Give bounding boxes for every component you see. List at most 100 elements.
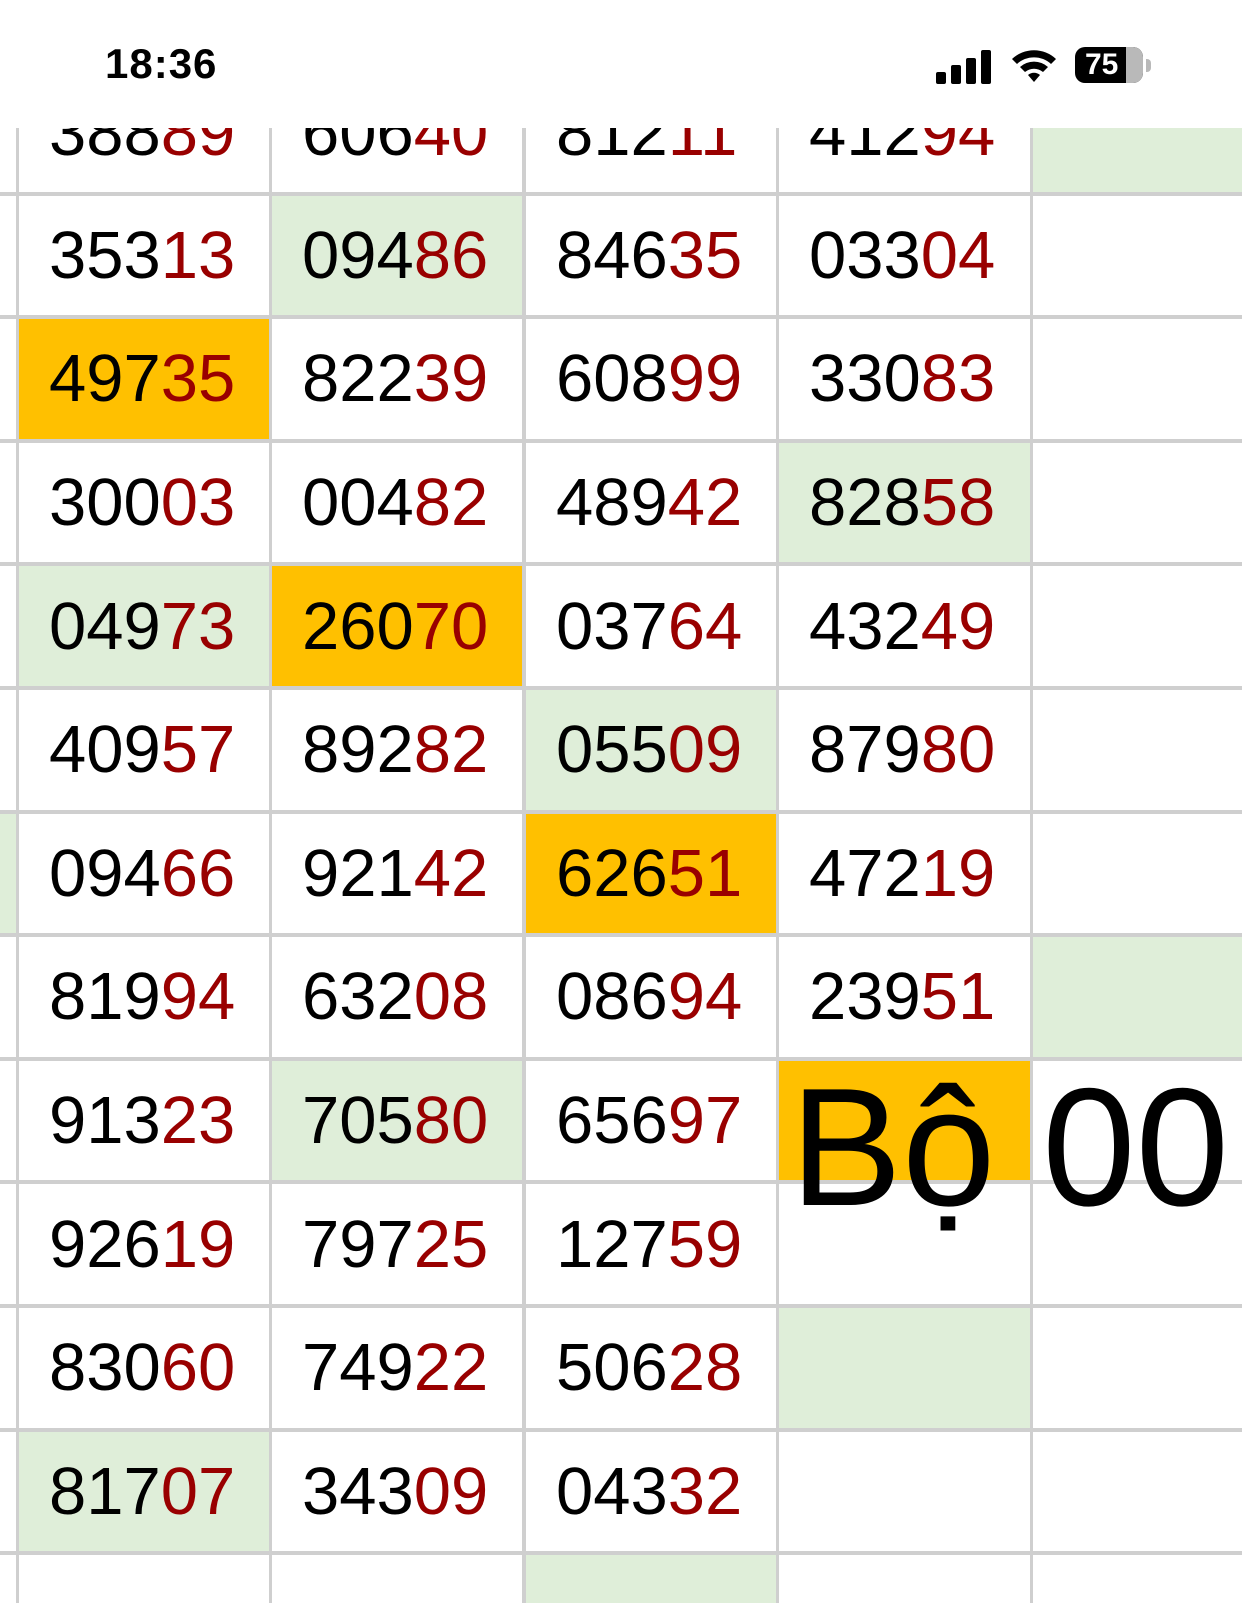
table-cell[interactable]: 846 35 [526, 195, 776, 316]
table-cell[interactable] [272, 1555, 522, 1603]
row-edge-cell[interactable] [0, 690, 16, 810]
cell-prefix-digits: 127 [556, 1206, 668, 1282]
cell-prefix-digits: 049 [49, 588, 161, 664]
table-cell[interactable] [1033, 1184, 1242, 1304]
cell-last-two-digits: 11 [667, 128, 738, 170]
table-cell[interactable]: 608 99 [526, 319, 776, 439]
table-cell[interactable] [779, 1308, 1030, 1428]
row-edge-cell[interactable] [0, 1431, 16, 1552]
row-edge-cell[interactable] [0, 813, 16, 934]
table-cell[interactable] [1033, 1555, 1242, 1603]
table-cell[interactable]: 926 19 [19, 1184, 269, 1304]
cell-prefix-digits: 086 [556, 959, 668, 1035]
table-cell[interactable]: 879 80 [779, 690, 1030, 810]
table-cell[interactable]: 343 09 [272, 1431, 522, 1552]
row-edge-cell[interactable] [0, 442, 16, 563]
table-cell[interactable]: 817 07 [19, 1431, 269, 1552]
row-edge-cell[interactable] [0, 1184, 16, 1304]
table-cell[interactable]: 049 73 [19, 566, 269, 686]
table-cell[interactable]: 892 82 [272, 690, 522, 810]
cell-last-two-digits: 60 [160, 1330, 236, 1406]
table-cell[interactable]: 094 66 [19, 813, 269, 934]
cell-prefix-digits: 817 [49, 1453, 161, 1529]
table-cell[interactable]: 497 35 [19, 319, 269, 439]
row-edge-cell[interactable] [0, 195, 16, 316]
table-cell[interactable] [779, 1060, 1030, 1181]
cell-last-two-digits: 28 [667, 1330, 743, 1406]
table-cell[interactable]: 921 42 [272, 813, 522, 934]
table-cell[interactable]: 353 13 [19, 195, 269, 316]
table-cell[interactable]: 388 89 [19, 128, 269, 192]
cell-last-two-digits: 51 [920, 959, 996, 1035]
table-cell[interactable]: 822 39 [272, 319, 522, 439]
table-cell[interactable]: 606 40 [272, 128, 522, 192]
table-cell[interactable]: 828 58 [779, 442, 1030, 563]
table-cell[interactable]: 506 28 [526, 1308, 776, 1428]
table-cell[interactable]: 037 64 [526, 566, 776, 686]
table-cell[interactable] [1033, 128, 1242, 192]
table-cell[interactable]: 626 51 [526, 813, 776, 934]
table-cell[interactable]: 749 22 [272, 1308, 522, 1428]
cell-last-two-digits: 19 [920, 835, 996, 911]
table-cell[interactable] [779, 1184, 1030, 1304]
cell-last-two-digits: 58 [920, 465, 996, 541]
table-cell[interactable] [1033, 1431, 1242, 1552]
table-cell[interactable]: 409 57 [19, 690, 269, 810]
table-cell[interactable] [1033, 1060, 1242, 1181]
row-edge-cell[interactable] [0, 937, 16, 1057]
table-cell[interactable] [779, 1555, 1030, 1603]
cell-last-two-digits: 09 [667, 712, 743, 788]
row-edge-cell[interactable] [0, 1308, 16, 1428]
table-cell[interactable] [1033, 566, 1242, 686]
table-cell[interactable] [779, 1431, 1030, 1552]
table-cell[interactable]: 094 86 [272, 195, 522, 316]
cell-last-two-digits: 89 [160, 128, 236, 170]
table-cell[interactable]: 260 70 [272, 566, 522, 686]
spreadsheet-grid[interactable]: 388 89 606 40 812 11 412 94 353 13 094 86 846 35 033 04… [0, 128, 1242, 1603]
table-cell[interactable]: 239 51 [779, 937, 1030, 1057]
table-cell[interactable]: 632 08 [272, 937, 522, 1057]
table-cell[interactable]: 004 82 [272, 442, 522, 563]
table-cell[interactable]: 472 19 [779, 813, 1030, 934]
cell-last-two-digits: 83 [920, 341, 996, 417]
table-cell[interactable] [1033, 319, 1242, 439]
table-cell[interactable]: 797 25 [272, 1184, 522, 1304]
table-cell[interactable]: 043 32 [526, 1431, 776, 1552]
row-edge-cell[interactable] [0, 1060, 16, 1181]
row-edge-cell[interactable] [0, 128, 16, 192]
table-cell[interactable]: 812 11 [526, 128, 776, 192]
table-cell[interactable] [1033, 690, 1242, 810]
table-cell[interactable]: 086 94 [526, 937, 776, 1057]
table-cell[interactable]: 489 42 [526, 442, 776, 563]
table-cell[interactable] [1033, 442, 1242, 563]
row-edge-cell[interactable] [0, 566, 16, 686]
table-cell[interactable]: 913 23 [19, 1060, 269, 1181]
cell-prefix-digits: 828 [809, 465, 921, 541]
table-cell[interactable]: 432 49 [779, 566, 1030, 686]
table-cell[interactable]: 656 97 [526, 1060, 776, 1181]
table-cell[interactable] [1033, 813, 1242, 934]
table-cell[interactable]: 055 09 [526, 690, 776, 810]
row-edge-cell[interactable] [0, 1555, 16, 1603]
row-edge-cell[interactable] [0, 319, 16, 439]
cell-last-two-digits: 80 [920, 712, 996, 788]
cell-last-two-digits: 57 [160, 712, 236, 788]
table-cell[interactable]: 300 03 [19, 442, 269, 563]
table-cell[interactable] [526, 1555, 776, 1603]
table-cell[interactable] [1033, 195, 1242, 316]
cell-prefix-digits: 797 [302, 1206, 414, 1282]
table-cell[interactable] [1033, 937, 1242, 1057]
table-cell[interactable]: 705 80 [272, 1060, 522, 1181]
table-cell[interactable]: 819 94 [19, 937, 269, 1057]
cell-prefix-digits: 749 [302, 1330, 414, 1406]
cell-prefix-digits: 705 [302, 1083, 414, 1159]
table-cell[interactable] [19, 1555, 269, 1603]
table-cell[interactable]: 033 04 [779, 195, 1030, 316]
table-cell[interactable]: 830 60 [19, 1308, 269, 1428]
table-cell[interactable]: 330 83 [779, 319, 1030, 439]
table-cell[interactable]: 127 59 [526, 1184, 776, 1304]
table-cell[interactable]: 412 94 [779, 128, 1030, 192]
table-cell[interactable] [1033, 1308, 1242, 1428]
cell-prefix-digits: 094 [49, 835, 161, 911]
cell-prefix-digits: 830 [49, 1330, 161, 1406]
